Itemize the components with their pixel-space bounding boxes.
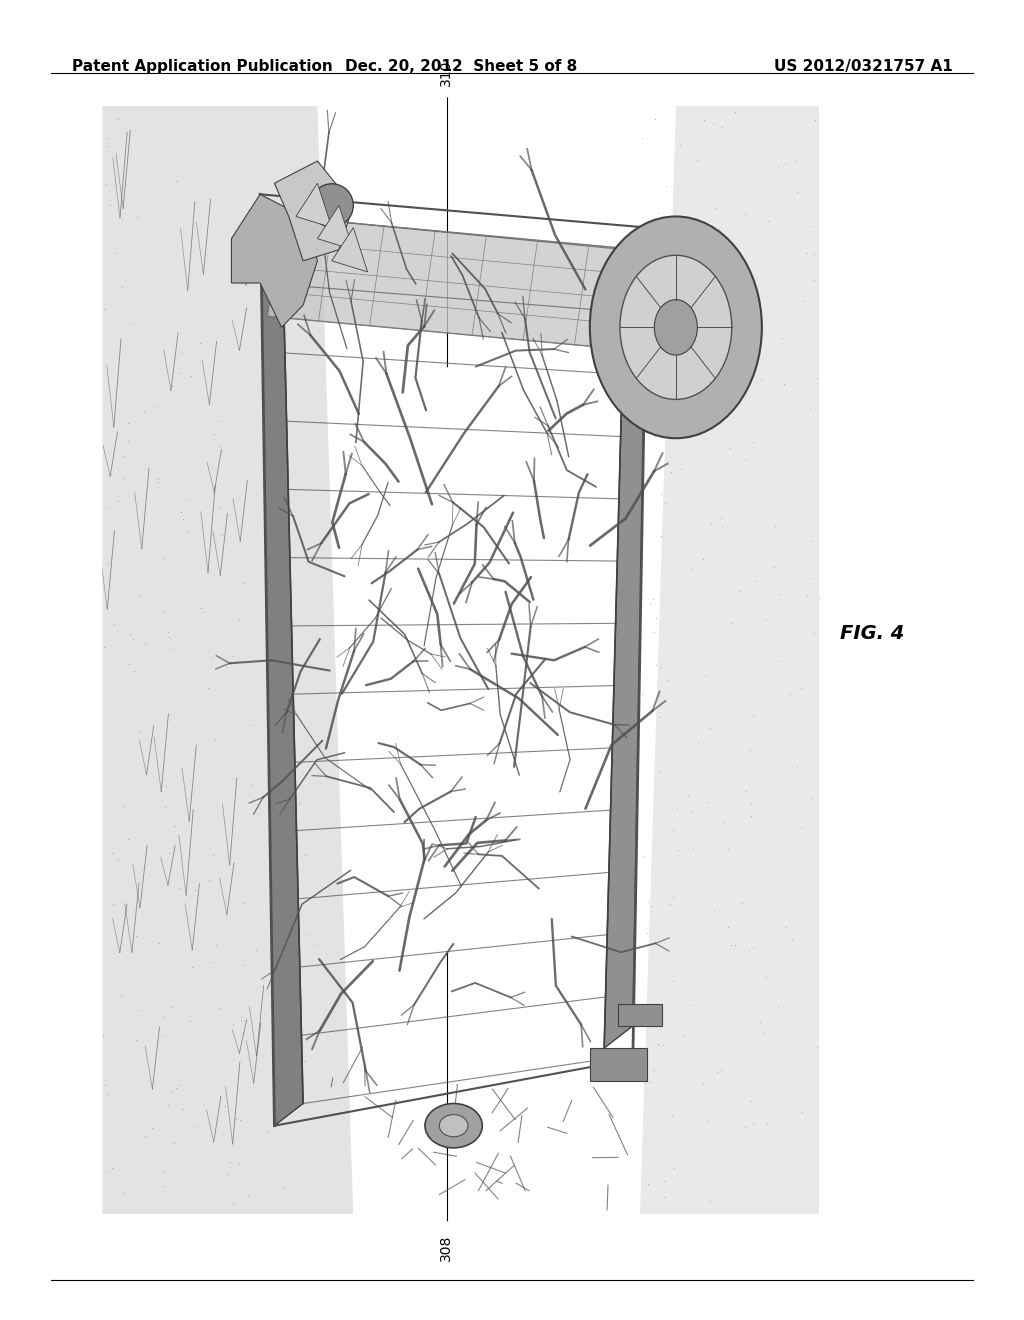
Text: FIG. 4: FIG. 4	[840, 624, 904, 643]
Text: Dec. 20, 2012  Sheet 5 of 8: Dec. 20, 2012 Sheet 5 of 8	[345, 59, 577, 74]
Text: 310: 310	[438, 59, 453, 86]
Text: US 2012/0321757 A1: US 2012/0321757 A1	[773, 59, 952, 74]
Text: 308: 308	[438, 1234, 453, 1261]
Text: Patent Application Publication: Patent Application Publication	[72, 59, 333, 74]
